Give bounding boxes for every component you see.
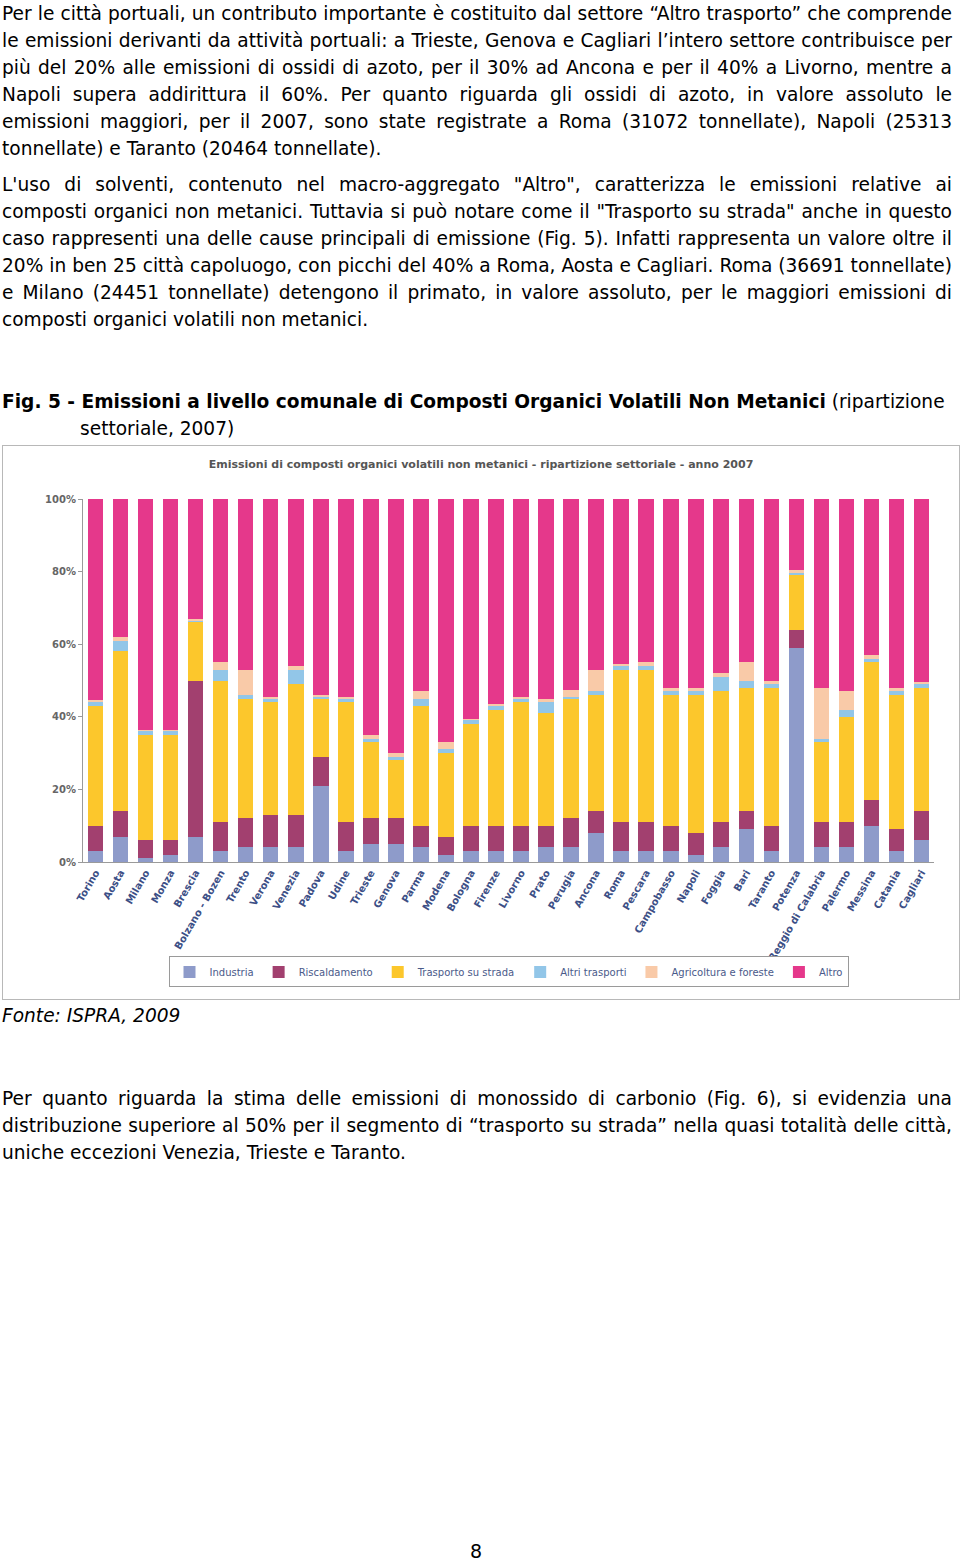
svg-text:Industria: Industria bbox=[210, 967, 254, 978]
svg-text:Riscaldamento: Riscaldamento bbox=[299, 967, 373, 978]
svg-text:Torino: Torino bbox=[75, 868, 102, 904]
svg-text:Messina: Messina bbox=[845, 868, 877, 913]
svg-text:Palermo: Palermo bbox=[820, 868, 853, 914]
svg-text:Cagliari: Cagliari bbox=[896, 868, 927, 911]
svg-text:Prato: Prato bbox=[527, 868, 552, 900]
svg-text:Livorno: Livorno bbox=[496, 868, 527, 910]
svg-text:Padova: Padova bbox=[297, 868, 327, 909]
svg-text:Ancona: Ancona bbox=[572, 868, 602, 909]
svg-text:Parma: Parma bbox=[399, 868, 426, 905]
svg-text:Trasporto su strada: Trasporto su strada bbox=[417, 967, 514, 978]
svg-text:Agricoltura e foreste: Agricoltura e foreste bbox=[671, 967, 773, 978]
html-text:Per le città portuali, un cont: Per le città portuali, un contributo imp… bbox=[2, 3, 952, 159]
html-text:Per quanto riguarda la stima d: Per quanto riguarda la stima delle emiss… bbox=[2, 1088, 952, 1163]
svg-text:20%: 20% bbox=[52, 784, 76, 795]
html-text:L'uso di solventi, contenuto n: L'uso di solventi, contenuto nel macro-a… bbox=[2, 174, 952, 330]
svg-text:Roma: Roma bbox=[602, 868, 627, 901]
svg-text:Trento: Trento bbox=[224, 868, 252, 905]
html-text:Fig. 5 - Emissioni a livello c: Fig. 5 - Emissioni a livello comunale di… bbox=[2, 391, 945, 439]
svg-text:Reggio di Calabria: Reggio di Calabria bbox=[766, 868, 827, 963]
svg-text:Milano: Milano bbox=[123, 868, 151, 906]
svg-text:Aosta: Aosta bbox=[101, 868, 127, 901]
svg-text:Modena: Modena bbox=[420, 868, 452, 912]
svg-text:80%: 80% bbox=[52, 566, 76, 577]
svg-text:Altro: Altro bbox=[819, 967, 843, 978]
svg-text:Trieste: Trieste bbox=[348, 868, 377, 907]
svg-text:0%: 0% bbox=[59, 857, 76, 868]
svg-text:Emissioni di composti organici: Emissioni di composti organici volatili … bbox=[209, 458, 754, 471]
svg-text:Bologna: Bologna bbox=[445, 868, 477, 913]
html-text:8: 8 bbox=[470, 1540, 482, 1562]
svg-text:Venezia: Venezia bbox=[270, 868, 301, 911]
svg-text:Altri trasporti: Altri trasporti bbox=[560, 967, 626, 978]
svg-text:Foggia: Foggia bbox=[699, 868, 727, 906]
svg-text:Potenza: Potenza bbox=[770, 868, 802, 913]
svg-text:Bari: Bari bbox=[731, 868, 752, 893]
svg-text:Campobasso: Campobasso bbox=[632, 868, 677, 935]
svg-text:Taranto: Taranto bbox=[746, 868, 777, 911]
svg-text:Pescara: Pescara bbox=[620, 868, 652, 912]
svg-text:Napoli: Napoli bbox=[675, 868, 703, 905]
svg-text:Bolzano - Bozen: Bolzano - Bozen bbox=[172, 868, 226, 951]
html-text:Fonte: ISPRA, 2009: Fonte: ISPRA, 2009 bbox=[2, 1005, 181, 1026]
svg-text:Monza: Monza bbox=[149, 868, 177, 905]
svg-text:100%: 100% bbox=[45, 494, 76, 505]
svg-text:60%: 60% bbox=[52, 639, 76, 650]
svg-text:Catania: Catania bbox=[872, 868, 903, 911]
svg-text:Brescia: Brescia bbox=[171, 868, 201, 909]
svg-text:Udine: Udine bbox=[326, 868, 352, 902]
svg-text:Verona: Verona bbox=[247, 868, 276, 908]
svg-text:40%: 40% bbox=[52, 711, 76, 722]
svg-text:Perugia: Perugia bbox=[546, 868, 577, 911]
svg-text:Genova: Genova bbox=[371, 868, 402, 910]
svg-text:Firenze: Firenze bbox=[472, 868, 502, 910]
